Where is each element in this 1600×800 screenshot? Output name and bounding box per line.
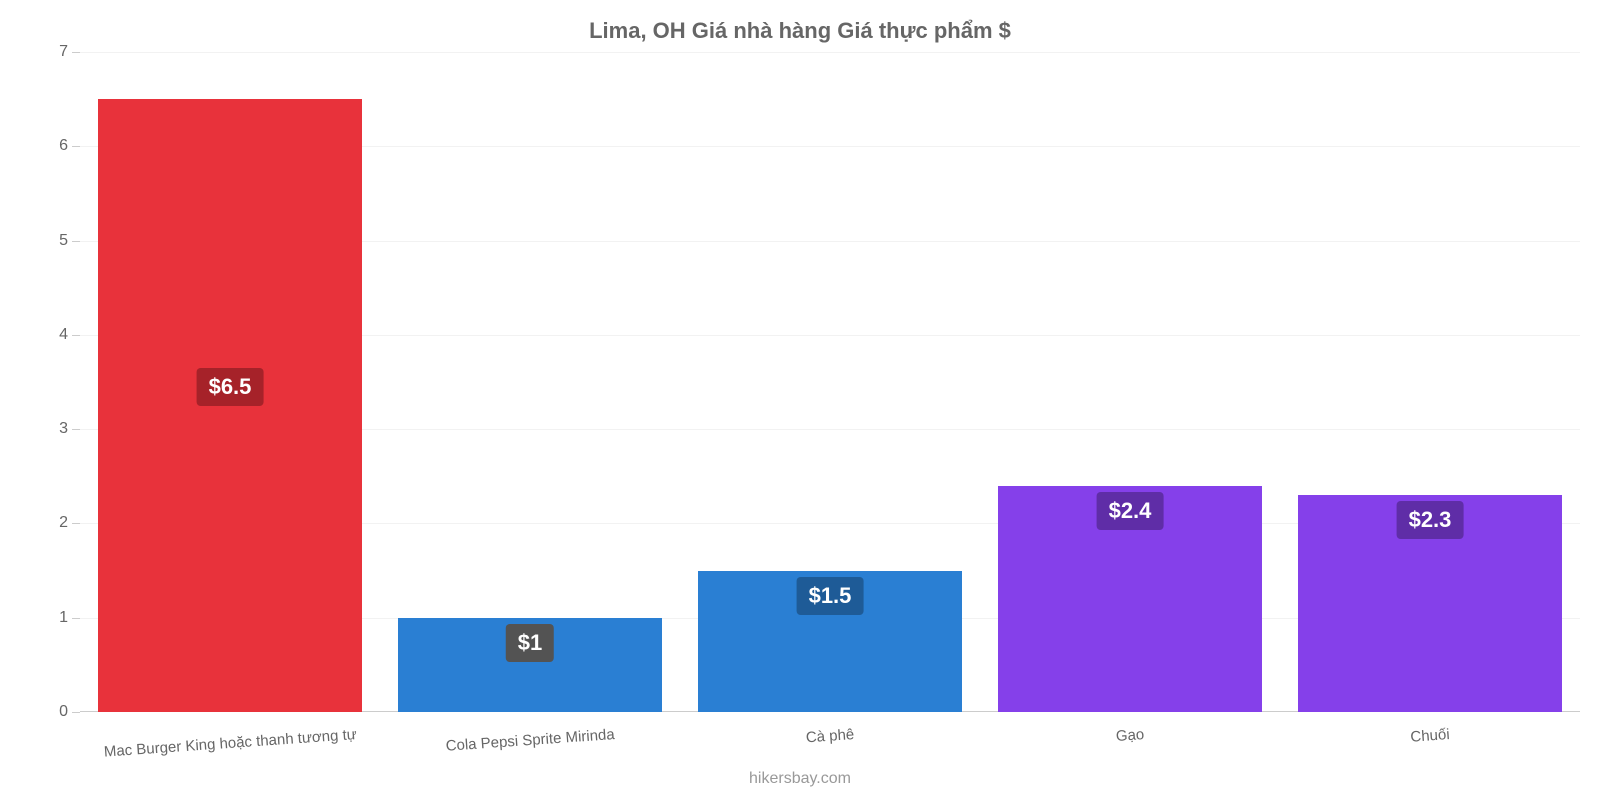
y-tick-label: 6 <box>59 137 68 155</box>
y-tick-label: 2 <box>59 514 68 532</box>
y-tick-label: 4 <box>59 326 68 344</box>
y-tick <box>72 146 80 147</box>
value-label: $2.3 <box>1397 501 1464 539</box>
bar <box>98 99 362 712</box>
y-tick <box>72 618 80 619</box>
y-tick-label: 7 <box>59 43 68 61</box>
value-label: $2.4 <box>1097 492 1164 530</box>
y-tick-label: 1 <box>59 609 68 627</box>
value-label: $1 <box>506 624 554 662</box>
y-tick <box>72 429 80 430</box>
gridline <box>80 52 1580 53</box>
y-tick <box>72 523 80 524</box>
x-tick-label: Chuối <box>1410 726 1450 746</box>
y-tick-label: 5 <box>59 232 68 250</box>
y-tick-label: 0 <box>59 703 68 721</box>
chart-title: Lima, OH Giá nhà hàng Giá thực phẩm $ <box>0 18 1600 44</box>
y-tick <box>72 335 80 336</box>
y-tick-label: 3 <box>59 420 68 438</box>
footer-attribution: hikersbay.com <box>0 770 1600 788</box>
x-tick-label: Cà phê <box>805 726 854 746</box>
value-label: $6.5 <box>197 368 264 406</box>
plot-area: 01234567$6.5Mac Burger King hoặc thanh t… <box>80 52 1580 712</box>
x-tick-label: Mac Burger King hoặc thanh tương tự <box>103 726 357 761</box>
value-label: $1.5 <box>797 577 864 615</box>
x-tick-label: Cola Pepsi Sprite Mirinda <box>445 726 615 755</box>
x-tick-label: Gạo <box>1115 726 1144 745</box>
y-tick <box>72 241 80 242</box>
y-tick <box>72 52 80 53</box>
y-tick <box>72 712 80 713</box>
